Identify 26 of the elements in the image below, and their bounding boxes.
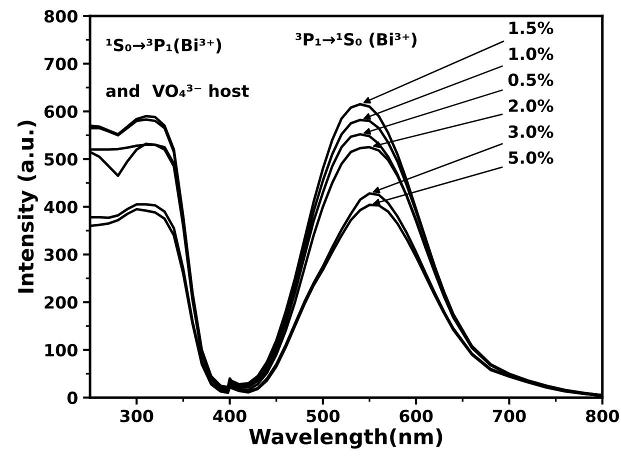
x-tick-label: 300 — [120, 410, 154, 422]
x-tick-label: 400 — [213, 410, 246, 422]
y-tick-label: 0 — [67, 392, 78, 404]
x-tick-label: 800 — [586, 410, 619, 422]
y-axis-title: Intensity (a.u.) — [18, 120, 38, 293]
annotation: and VO₄³⁻ host — [106, 84, 249, 98]
x-tick-label: 500 — [306, 410, 340, 422]
y-tick-label: 400 — [44, 200, 78, 214]
annotation: ¹S₀→³P₁(Bi³⁺) — [106, 38, 222, 54]
y-tick-label: 100 — [45, 344, 78, 356]
x-tick-label: 700 — [492, 410, 526, 422]
x-tick-label: 600 — [400, 410, 433, 422]
text: 1.5% — [509, 22, 554, 34]
y-tick-label: 500 — [44, 153, 78, 166]
annotation: ³P₁→¹S₀ (Bi³⁺) — [296, 32, 416, 48]
y-tick-label: 600 — [44, 105, 78, 118]
text: 1.0% — [509, 48, 554, 60]
x-axis-title: Wavelength(nm) — [249, 428, 442, 449]
text: 3.0% — [508, 125, 554, 138]
y-tick-label: 700 — [44, 58, 78, 70]
y-tick-label: 200 — [44, 296, 78, 309]
y-tick-label: 800 — [44, 10, 78, 23]
text: 2.0% — [508, 99, 554, 112]
y-tick-label: 300 — [44, 248, 78, 262]
text: 5.0% — [508, 151, 554, 164]
text: 0.5% — [508, 73, 554, 86]
